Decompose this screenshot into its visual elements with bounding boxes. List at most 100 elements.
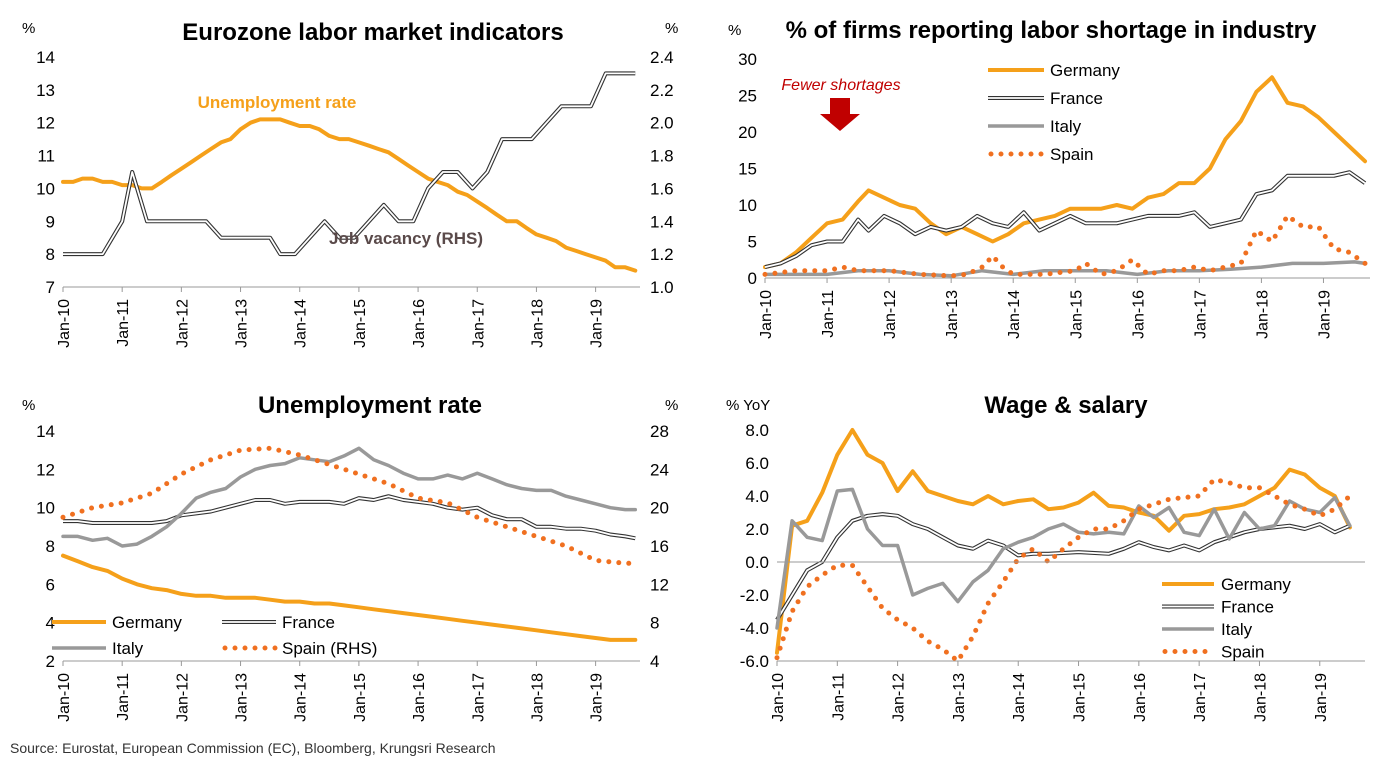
series-unemployment-rate-line bbox=[61, 117, 638, 273]
x-tick-label: Jan-16 bbox=[1130, 290, 1147, 339]
y-tick-label: -4.0 bbox=[740, 619, 769, 638]
y-right-tick-label: 28 bbox=[650, 422, 669, 441]
x-tick-label: Jan-18 bbox=[529, 673, 546, 722]
x-tick-label: Jan-14 bbox=[1011, 673, 1028, 722]
legend-label-italy: Italy bbox=[112, 639, 144, 658]
x-tick-label: Jan-13 bbox=[234, 299, 251, 348]
y-tick-label: 0 bbox=[748, 269, 757, 288]
y-right-tick-label: 20 bbox=[650, 499, 669, 518]
x-tick-label: Jan-14 bbox=[293, 299, 310, 348]
y-tick-label: 2.0 bbox=[745, 520, 769, 539]
legend-label-germany: Germany bbox=[112, 613, 182, 632]
y-tick-label: 10 bbox=[738, 196, 757, 215]
x-tick-label: Jan-14 bbox=[293, 673, 310, 722]
y-right-tick-label: 2.4 bbox=[650, 48, 674, 67]
y-tick-label: 11 bbox=[37, 147, 55, 166]
x-tick-label: Jan-17 bbox=[1192, 673, 1209, 722]
y-tick-label: 0.0 bbox=[745, 553, 769, 572]
series-job-vacancy-rhs-line-inner bbox=[63, 72, 636, 256]
series-italy-line bbox=[61, 446, 638, 548]
x-tick-label: Jan-15 bbox=[1068, 290, 1085, 339]
series-italy-line bbox=[775, 487, 1352, 630]
y-tick-label: 10 bbox=[36, 499, 55, 518]
y-tick-label: 14 bbox=[36, 422, 55, 441]
chart-title: Unemployment rate bbox=[258, 392, 482, 419]
y-tick-label: 5 bbox=[748, 233, 757, 252]
x-tick-label: Jan-13 bbox=[944, 290, 961, 339]
series-spain-rhs-line bbox=[60, 445, 638, 566]
legend-label-france: France bbox=[282, 613, 335, 632]
y-axis-unit-right: % bbox=[665, 397, 678, 414]
y-right-tick-label: 8 bbox=[650, 614, 659, 633]
x-tick-label: Jan-19 bbox=[589, 673, 606, 722]
chart-eurozone-labor-market: Eurozone labor market indicators% % 7 8 9 10 1… bbox=[22, 19, 678, 348]
legend-label-italy: Italy bbox=[1050, 117, 1082, 136]
x-tick-label: Jan-11 bbox=[115, 299, 132, 347]
x-tick-label: Jan-14 bbox=[1006, 290, 1023, 339]
y-tick-label: 4.0 bbox=[745, 487, 769, 506]
x-tick-label: Jan-12 bbox=[882, 290, 899, 339]
y-tick-label: -2.0 bbox=[740, 586, 769, 605]
y-tick-label: 12 bbox=[36, 460, 55, 479]
y-tick-label: 15 bbox=[738, 160, 757, 179]
y-tick-label: 9 bbox=[46, 212, 55, 231]
x-tick-label: Jan-16 bbox=[411, 299, 428, 348]
chart-title: Wage & salary bbox=[984, 392, 1148, 419]
y-axis-unit-left: % bbox=[22, 20, 35, 37]
x-tick-label: Jan-18 bbox=[529, 299, 546, 348]
x-tick-label: Jan-18 bbox=[1254, 290, 1271, 339]
chart-labor-shortage: % of firms reporting labor shortage in i… bbox=[728, 17, 1370, 339]
down-arrow-icon bbox=[820, 98, 860, 131]
legend-label-france: France bbox=[1050, 89, 1103, 108]
y-tick-label: 12 bbox=[36, 114, 55, 133]
y-tick-label: 10 bbox=[36, 179, 55, 198]
y-tick-label: 6.0 bbox=[745, 454, 769, 473]
y-tick-label: 6 bbox=[46, 575, 55, 594]
y-tick-label: 30 bbox=[738, 50, 757, 69]
chart-title: % of firms reporting labor shortage in i… bbox=[786, 17, 1317, 44]
x-tick-label: Jan-10 bbox=[56, 299, 73, 348]
y-tick-label: 14 bbox=[36, 48, 55, 67]
x-tick-label: Jan-19 bbox=[1316, 290, 1333, 339]
x-tick-label: Jan-13 bbox=[234, 673, 251, 722]
y-tick-label: 20 bbox=[738, 123, 757, 142]
x-tick-label: Jan-16 bbox=[1132, 673, 1149, 722]
y-right-tick-label: 2.2 bbox=[650, 81, 674, 100]
x-tick-label: Jan-10 bbox=[770, 673, 787, 722]
x-tick-label: Jan-19 bbox=[589, 299, 606, 348]
x-tick-label: Jan-12 bbox=[174, 673, 191, 722]
series-spain-line bbox=[774, 477, 1353, 664]
x-tick-label: Jan-17 bbox=[470, 673, 487, 722]
y-right-tick-label: 1.4 bbox=[650, 212, 674, 231]
x-tick-label: Jan-17 bbox=[1192, 290, 1209, 339]
series-germany-line bbox=[775, 428, 1352, 655]
y-right-tick-label: 1.6 bbox=[650, 179, 674, 198]
legend-label-germany: Germany bbox=[1050, 61, 1120, 80]
y-tick-label: 7 bbox=[46, 278, 55, 297]
annotation-fewer-shortages: Fewer shortages bbox=[781, 77, 900, 94]
x-tick-label: Jan-17 bbox=[470, 299, 487, 348]
legend-label-italy: Italy bbox=[1221, 620, 1253, 639]
x-tick-label: Jan-11 bbox=[820, 290, 837, 338]
legend-label-germany: Germany bbox=[1221, 575, 1291, 594]
y-right-tick-label: 1.2 bbox=[650, 245, 674, 264]
series-france-line-inner bbox=[63, 495, 636, 540]
y-right-tick-label: 12 bbox=[650, 575, 669, 594]
series-france-line-inner bbox=[764, 171, 1366, 268]
x-tick-label: Jan-11 bbox=[115, 673, 132, 721]
chart-title: Eurozone labor market indicators bbox=[182, 19, 563, 46]
chart-wage-salary: Wage & salary % YoY -6.0 -4.0 -2.0 0.0 2.0 4.0 6… bbox=[726, 392, 1365, 722]
legend-label-spain-rhs: Spain (RHS) bbox=[282, 639, 377, 658]
annotation-job-vacancy: Job vacancy (RHS) bbox=[329, 229, 483, 248]
annotation-unemployment-rate: Unemployment rate bbox=[198, 93, 357, 112]
y-tick-label: 8 bbox=[46, 245, 55, 264]
series-spain-line bbox=[762, 213, 1368, 279]
series-germany-line bbox=[763, 75, 1367, 270]
y-tick-label: -6.0 bbox=[740, 652, 769, 671]
y-right-tick-label: 1.8 bbox=[650, 147, 674, 166]
y-tick-label: 8.0 bbox=[745, 421, 769, 440]
legend-label-france: France bbox=[1221, 598, 1274, 617]
y-right-tick-label: 2.0 bbox=[650, 114, 674, 133]
x-tick-label: Jan-13 bbox=[951, 673, 968, 722]
source-note: Source: Eurostat, European Commission (E… bbox=[10, 740, 496, 756]
